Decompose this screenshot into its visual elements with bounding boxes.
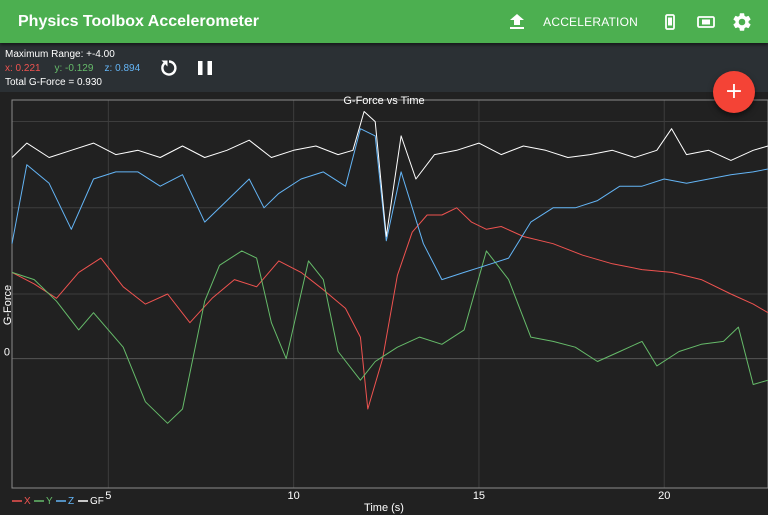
series-line-y — [11, 250, 768, 424]
legend-label-y: Y — [46, 496, 53, 507]
chart-legend: X Y Z GF — [12, 496, 104, 507]
app-bar: Physics Toolbox Accelerometer ACCELERATI… — [0, 0, 768, 43]
chart-grid — [12, 100, 768, 488]
series-line-z — [11, 128, 768, 281]
series-line-x — [11, 207, 768, 410]
settings-button[interactable] — [724, 0, 760, 43]
x-tick-label: 5 — [105, 490, 111, 502]
y-value: y: -0.129 — [54, 63, 94, 74]
portrait-mode-button[interactable] — [652, 0, 688, 43]
series-layer — [11, 111, 768, 424]
legend-label-x: X — [24, 496, 31, 507]
z-value: z: 0.894 — [104, 63, 141, 74]
phone-portrait-icon — [665, 13, 675, 30]
plot-frame — [11, 99, 768, 489]
legend-label-gf: GF — [90, 496, 104, 507]
y-axis-label: G-Force — [2, 285, 14, 325]
x-axis-label: Time (s) — [364, 502, 404, 514]
app-title: Physics Toolbox Accelerometer — [18, 12, 259, 30]
mode-selector[interactable]: ACCELERATION — [543, 14, 638, 29]
refresh-icon — [161, 60, 177, 76]
axis-readout: x: 0.221 y: -0.129 z: 0.894 — [5, 63, 140, 74]
legend-label-z: Z — [68, 496, 74, 507]
x-tick-label: 15 — [473, 490, 485, 502]
landscape-mode-button[interactable] — [688, 0, 724, 43]
x-tick-label: 10 — [288, 490, 300, 502]
reset-button[interactable] — [157, 56, 181, 80]
add-button[interactable]: + — [713, 71, 755, 113]
upload-button[interactable] — [505, 0, 529, 43]
upload-icon — [510, 13, 525, 29]
gforce-chart: 5 10 15 20 0 G-Force vs Time Time (s) G-Forc… — [2, 95, 768, 514]
x-tick-label: 20 — [658, 490, 670, 502]
max-range-label: Maximum Range: +-4.00 — [5, 49, 115, 60]
pause-button[interactable] — [193, 56, 217, 80]
phone-landscape-icon — [697, 15, 715, 28]
gear-icon — [733, 12, 751, 31]
y-tick-label: 0 — [4, 347, 10, 359]
series-line-gf — [11, 111, 768, 237]
readout-panel: Maximum Range: +-4.00 x: 0.221 y: -0.129… — [0, 43, 768, 92]
total-gforce-label: Total G-Force = 0.930 — [5, 77, 102, 88]
tick-labels: 5 10 15 20 0 — [4, 347, 670, 502]
x-value: x: 0.221 — [5, 63, 41, 74]
chart-title: G-Force vs Time — [343, 95, 424, 107]
pause-icon — [198, 61, 212, 75]
plus-icon: + — [724, 79, 744, 104]
